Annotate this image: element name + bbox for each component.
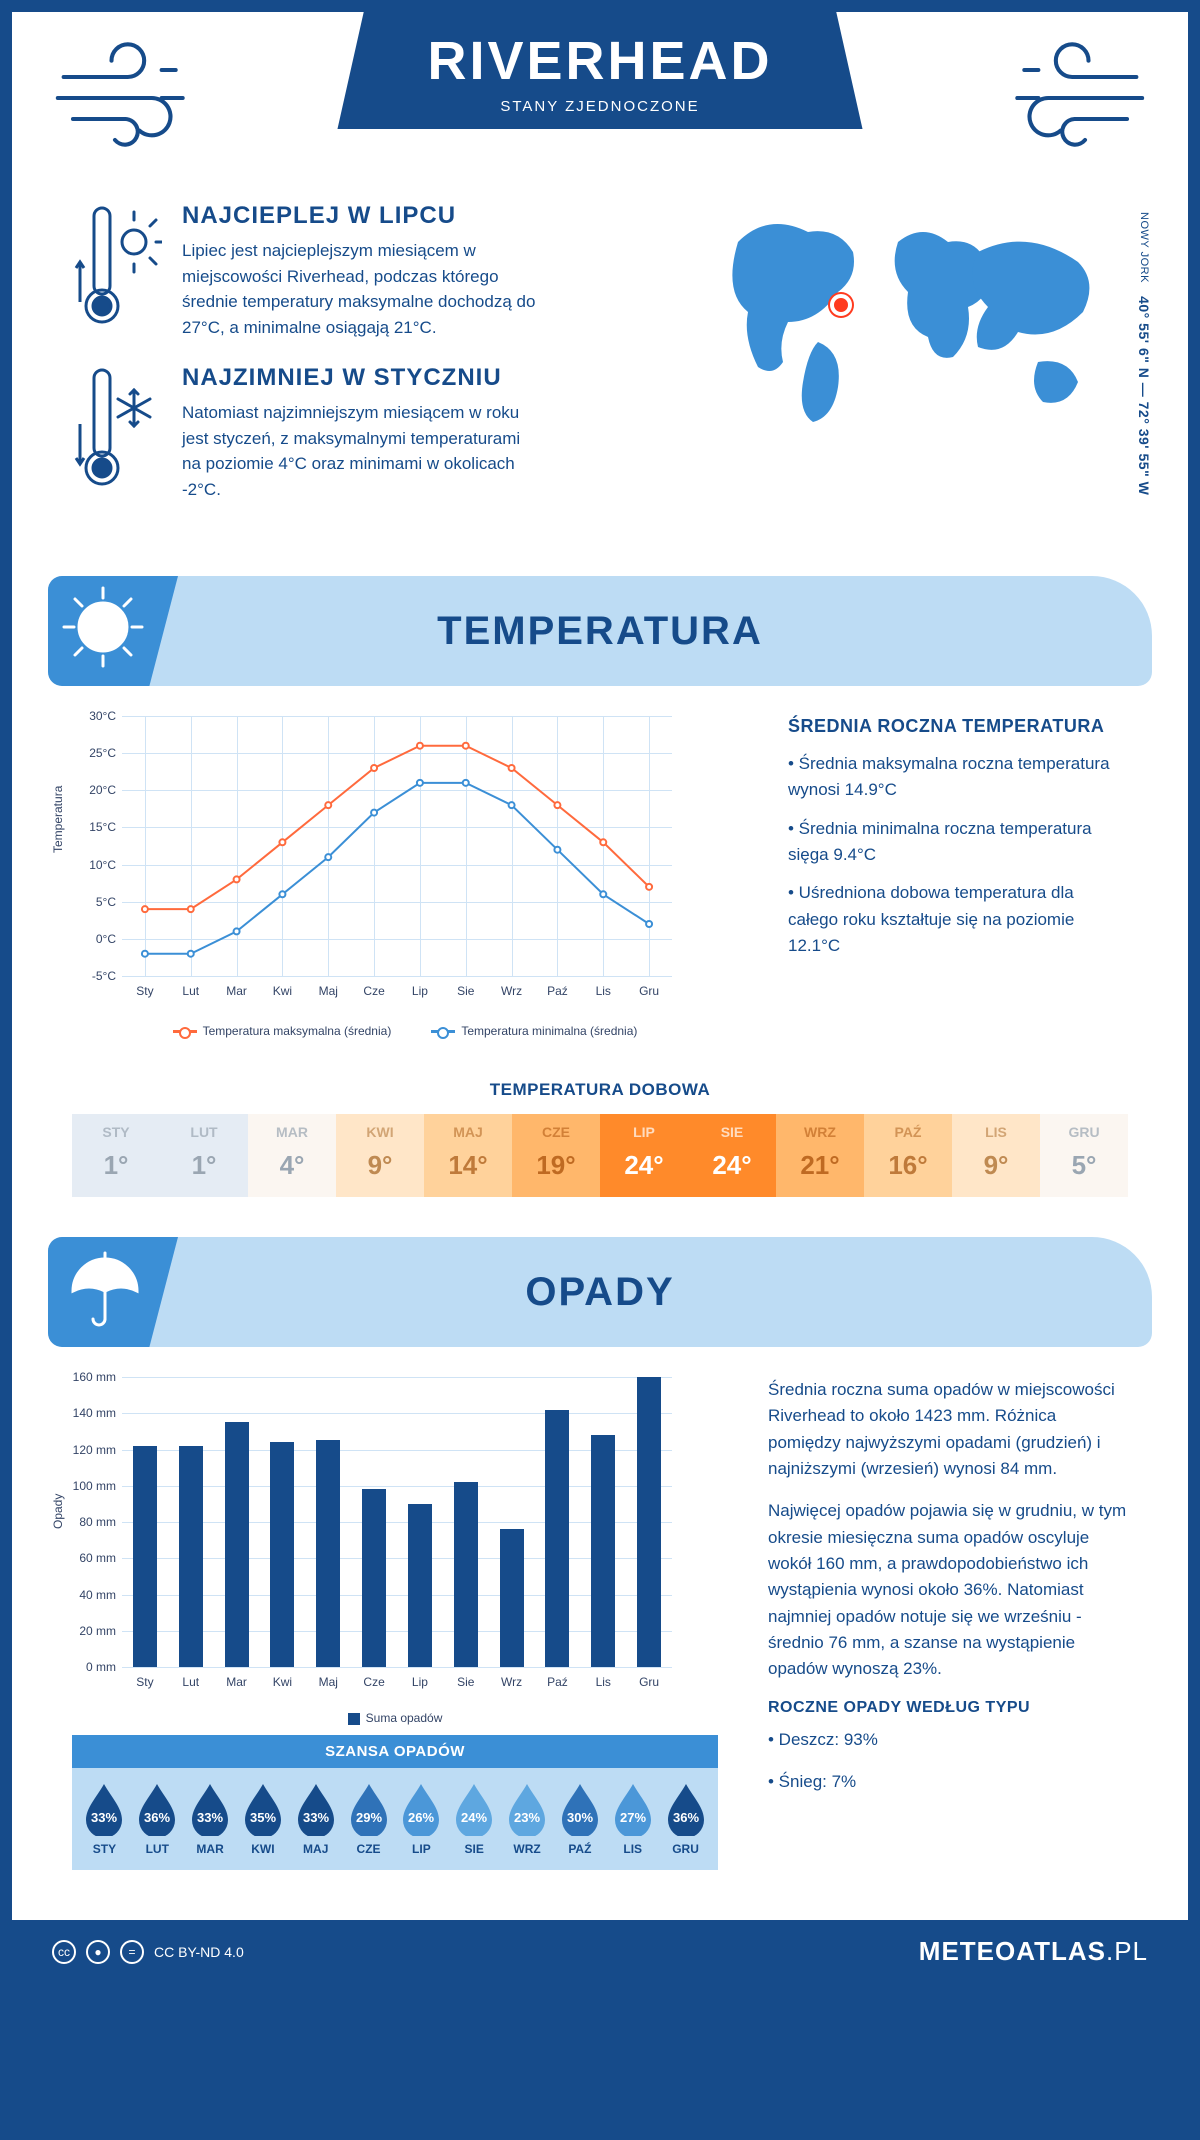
chance-drop: 33%STY: [78, 1782, 131, 1856]
coordinates: NOWY JORK 40° 55' 6" N — 72° 39' 55" W: [1136, 212, 1152, 495]
precipitation-bar-chart: 0 mm20 mm40 mm60 mm80 mm100 mm120 mm140 …: [72, 1377, 718, 1870]
intro-section: NAJCIEPLEJ W LIPCU Lipiec jest najcieple…: [12, 192, 1188, 556]
license-text: CC BY-ND 4.0: [154, 1944, 244, 1960]
wind-icon-right: [1008, 42, 1148, 152]
precipitation-text: Średnia roczna suma opadów w miejscowośc…: [768, 1377, 1128, 1811]
rain-type-bullet: • Deszcz: 93%: [768, 1727, 1128, 1753]
chance-title: SZANSA OPADÓW: [72, 1735, 718, 1768]
chance-drop: 36%LUT: [131, 1782, 184, 1856]
cc-icon: cc: [52, 1940, 76, 1964]
svg-text:29%: 29%: [356, 1810, 382, 1825]
chance-drop: 36%GRU: [659, 1782, 712, 1856]
brand: METEOATLAS.PL: [919, 1936, 1148, 1967]
chance-drop: 35%KWI: [236, 1782, 289, 1856]
fact-cold-text: Natomiast najzimniejszym miesiącem w rok…: [182, 400, 542, 502]
location-marker: [830, 294, 852, 316]
chance-drop: 33%MAR: [184, 1782, 237, 1856]
fact-cold-title: NAJZIMNIEJ W STYCZNIU: [182, 364, 542, 392]
header: RIVERHEAD STANY ZJEDNOCZONE: [12, 12, 1188, 192]
daily-cell: MAR4°: [248, 1114, 336, 1197]
daily-cell: LIP24°: [600, 1114, 688, 1197]
temperature-content: -5°C0°C5°C10°C15°C20°C25°C30°CStyLutMarK…: [12, 716, 1188, 1068]
temp-stat-bullet: • Średnia minimalna roczna temperatura s…: [788, 816, 1128, 869]
daily-temp-title: TEMPERATURA DOBOWA: [12, 1080, 1188, 1100]
page: RIVERHEAD STANY ZJEDNOCZONE: [12, 12, 1188, 1983]
temp-stat-bullet: • Uśredniona dobowa temperatura dla całe…: [788, 880, 1128, 959]
nd-icon: =: [120, 1940, 144, 1964]
daily-cell: SIE24°: [688, 1114, 776, 1197]
country-subtitle: STANY ZJEDNOCZONE: [427, 98, 772, 115]
world-map-svg: [708, 202, 1128, 432]
chance-drop: 29%CZE: [342, 1782, 395, 1856]
sun-icon: [48, 576, 178, 686]
daily-cell: GRU5°: [1040, 1114, 1128, 1197]
svg-text:33%: 33%: [91, 1810, 117, 1825]
daily-cell: PAŹ16°: [864, 1114, 952, 1197]
rain-type-bullet: • Śnieg: 7%: [768, 1769, 1128, 1795]
thermometer-cold-icon: [72, 364, 162, 502]
daily-cell: MAJ14°: [424, 1114, 512, 1197]
temp-chart-legend: Temperatura maksymalna (średnia) Tempera…: [72, 1024, 738, 1038]
world-map: NOWY JORK 40° 55' 6" N — 72° 39' 55" W: [708, 202, 1128, 526]
legend-min: Temperatura minimalna (średnia): [461, 1024, 637, 1038]
fact-coldest: NAJZIMNIEJ W STYCZNIU Natomiast najzimni…: [72, 364, 668, 502]
umbrella-icon: [48, 1237, 178, 1347]
svg-text:27%: 27%: [620, 1810, 646, 1825]
svg-text:24%: 24%: [461, 1810, 487, 1825]
fact-warm-text: Lipiec jest najcieplejszym miesiącem w m…: [182, 238, 542, 340]
fact-warmest: NAJCIEPLEJ W LIPCU Lipiec jest najcieple…: [72, 202, 668, 340]
chance-drop: 24%SIE: [448, 1782, 501, 1856]
daily-cell: LIS9°: [952, 1114, 1040, 1197]
svg-text:36%: 36%: [673, 1810, 699, 1825]
chance-drop: 33%MAJ: [289, 1782, 342, 1856]
thermometer-hot-icon: [72, 202, 162, 340]
coords-text: 40° 55' 6" N — 72° 39' 55" W: [1136, 296, 1152, 495]
license: cc ● = CC BY-ND 4.0: [52, 1940, 244, 1964]
daily-cell: WRZ21°: [776, 1114, 864, 1197]
temperature-banner: TEMPERATURA: [48, 576, 1152, 686]
temp-stat-bullet: • Średnia maksymalna roczna temperatura …: [788, 751, 1128, 804]
chance-drop: 30%PAŹ: [553, 1782, 606, 1856]
precipitation-content: 0 mm20 mm40 mm60 mm80 mm100 mm120 mm140 …: [12, 1377, 1188, 1890]
wind-icon-left: [52, 42, 192, 152]
fact-warm-title: NAJCIEPLEJ W LIPCU: [182, 202, 542, 230]
svg-text:23%: 23%: [514, 1810, 540, 1825]
temperature-title: TEMPERATURA: [48, 609, 1152, 654]
region-label: NOWY JORK: [1138, 212, 1150, 283]
rain-by-type-title: ROCZNE OPADY WEDŁUG TYPU: [768, 1699, 1128, 1717]
rain-summary-1: Średnia roczna suma opadów w miejscowośc…: [768, 1377, 1128, 1482]
precipitation-title: OPADY: [48, 1270, 1152, 1315]
svg-text:36%: 36%: [144, 1810, 170, 1825]
daily-cell: LUT1°: [160, 1114, 248, 1197]
chance-of-rain-strip: 33%STY36%LUT33%MAR35%KWI33%MAJ29%CZE26%L…: [72, 1768, 718, 1870]
svg-text:33%: 33%: [197, 1810, 223, 1825]
chance-drop: 26%LIP: [395, 1782, 448, 1856]
facts-column: NAJCIEPLEJ W LIPCU Lipiec jest najcieple…: [72, 202, 668, 526]
svg-text:26%: 26%: [408, 1810, 434, 1825]
chance-drop: 27%LIS: [606, 1782, 659, 1856]
rain-summary-2: Najwięcej opadów pojawia się w grudniu, …: [768, 1498, 1128, 1682]
title-banner: RIVERHEAD STANY ZJEDNOCZONE: [337, 12, 862, 129]
daily-cell: KWI9°: [336, 1114, 424, 1197]
by-icon: ●: [86, 1940, 110, 1964]
daily-cell: CZE19°: [512, 1114, 600, 1197]
temperature-stats: ŚREDNIA ROCZNA TEMPERATURA • Średnia mak…: [788, 716, 1128, 971]
city-title: RIVERHEAD: [427, 30, 772, 92]
svg-text:33%: 33%: [303, 1810, 329, 1825]
rain-legend: Suma opadów: [72, 1711, 718, 1725]
footer: cc ● = CC BY-ND 4.0 METEOATLAS.PL: [12, 1920, 1188, 1983]
daily-temp-table: STY1°LUT1°MAR4°KWI9°MAJ14°CZE19°LIP24°SI…: [72, 1114, 1128, 1197]
chance-drop: 23%WRZ: [501, 1782, 554, 1856]
temp-stats-title: ŚREDNIA ROCZNA TEMPERATURA: [788, 716, 1128, 737]
svg-text:35%: 35%: [250, 1810, 276, 1825]
precipitation-banner: OPADY: [48, 1237, 1152, 1347]
legend-max: Temperatura maksymalna (średnia): [203, 1024, 392, 1038]
temperature-line-chart: -5°C0°C5°C10°C15°C20°C25°C30°CStyLutMarK…: [72, 716, 738, 1038]
daily-cell: STY1°: [72, 1114, 160, 1197]
svg-text:30%: 30%: [567, 1810, 593, 1825]
